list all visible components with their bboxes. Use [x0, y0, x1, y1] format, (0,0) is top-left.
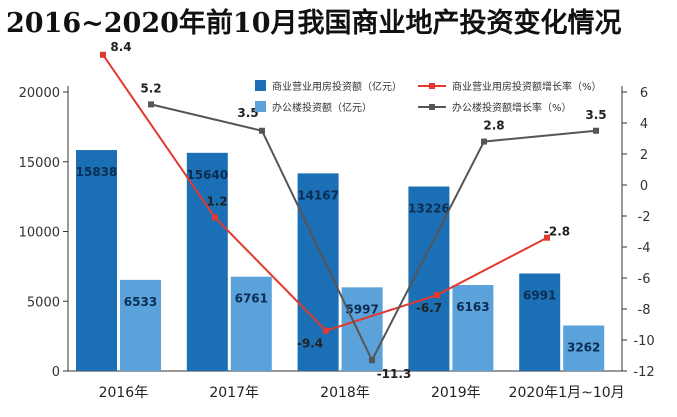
legend-marker: [429, 83, 435, 89]
bar-value-label: 15640: [186, 168, 228, 182]
bar-value-label: 6761: [235, 292, 268, 306]
bar-value-label: 6991: [523, 288, 556, 302]
line-value-label: 1.2: [206, 195, 227, 209]
right-tick-label: -4: [638, 241, 651, 256]
bar-office: [120, 279, 161, 371]
bar-commercial: [408, 186, 450, 371]
line-value-label: 5.2: [140, 81, 161, 95]
office-growth-marker: [259, 127, 265, 134]
legend-label: 商业营业用房投资额增长率（%）: [452, 80, 602, 93]
office-growth-marker: [481, 138, 487, 145]
right-tick-label: 0: [640, 179, 648, 194]
commercial-growth-marker: [434, 292, 440, 299]
chart-title: 2016~2020年前10月我国商业地产投资变化情况: [6, 8, 622, 39]
left-tick-label: 5000: [27, 295, 60, 310]
right-tick-label: -10: [633, 334, 654, 349]
office-growth-marker: [148, 101, 154, 108]
line-value-label: -9.4: [297, 337, 323, 351]
bar-commercial: [76, 150, 117, 371]
bar-value-label: 5997: [345, 302, 378, 316]
x-category-label: 2016年: [99, 385, 149, 401]
x-category-label: 2019年: [431, 385, 481, 401]
x-category-label: 2018年: [320, 385, 370, 401]
line-value-label: 3.5: [585, 108, 606, 122]
bar-commercial: [297, 173, 339, 371]
bar-value-label: 13226: [408, 201, 450, 215]
line-value-label: -2.8: [544, 225, 570, 239]
x-category-label: 2020年1月~10月: [509, 385, 625, 401]
commercial-growth-marker: [323, 327, 329, 334]
commercial-growth-marker: [100, 51, 106, 58]
bar-office: [341, 287, 383, 371]
legend-label: 办公楼投资额（亿元）: [272, 101, 372, 114]
commercial-growth-marker: [544, 234, 550, 241]
line-value-label: 2.8: [483, 119, 504, 133]
line-value-label: -11.3: [377, 367, 412, 381]
right-tick-label: -6: [638, 272, 651, 287]
bar-value-label: 15838: [76, 165, 118, 179]
bar-value-label: 6533: [124, 295, 157, 309]
legend-label: 办公楼投资额增长率（%）: [452, 101, 572, 114]
bar-office: [452, 285, 494, 371]
legend-swatch: [255, 101, 266, 112]
left-tick-label: 20000: [19, 86, 60, 101]
commercial-growth-marker: [212, 214, 218, 221]
legend-swatch: [255, 80, 266, 91]
legend-label: 商业营业用房投资额（亿元）: [272, 80, 402, 93]
bar-value-label: 3262: [567, 340, 600, 354]
legend-marker: [429, 104, 435, 110]
right-tick-label: -8: [638, 303, 651, 318]
line-value-label: 8.4: [110, 40, 131, 54]
bar-commercial: [519, 273, 561, 371]
bar-value-label: 14167: [297, 188, 339, 202]
office-growth-marker: [593, 127, 599, 134]
bar-office: [230, 276, 272, 371]
right-tick-label: -2: [638, 210, 651, 225]
bar-value-label: 6163: [456, 300, 489, 314]
right-tick-label: -12: [633, 365, 654, 380]
line-value-label: 3.5: [237, 106, 258, 120]
left-tick-label: 15000: [19, 156, 60, 171]
left-tick-label: 10000: [19, 226, 60, 241]
right-tick-label: 2: [640, 148, 648, 163]
office-growth-marker: [369, 357, 375, 364]
bar-office: [563, 325, 605, 371]
bar-commercial: [186, 152, 228, 371]
right-tick-label: 6: [640, 86, 648, 101]
line-value-label: -6.7: [416, 301, 442, 315]
right-tick-label: 4: [640, 117, 648, 132]
left-tick-label: 0: [52, 365, 60, 380]
x-category-label: 2017年: [209, 385, 259, 401]
